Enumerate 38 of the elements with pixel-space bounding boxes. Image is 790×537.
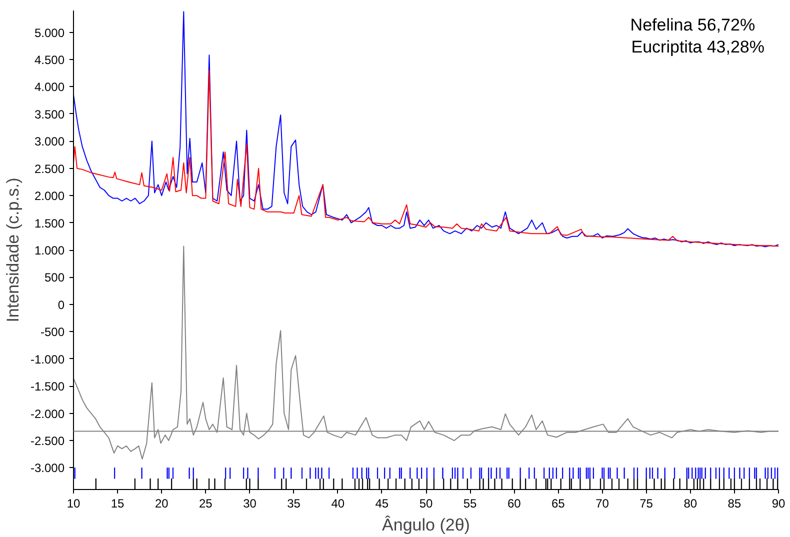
y-tick-label: -1.500 xyxy=(30,380,65,394)
y-tick-label: 1.000 xyxy=(34,244,65,258)
y-tick-label: 0 xyxy=(58,298,65,312)
y-axis-title: Intensidade (c.p.s.) xyxy=(3,178,22,322)
x-tick-label: 85 xyxy=(728,496,742,510)
x-tick-label: 10 xyxy=(66,496,80,510)
x-tick-label: 70 xyxy=(596,496,610,510)
y-tick-label: 1.500 xyxy=(34,216,65,230)
x-tick-label: 20 xyxy=(154,496,169,510)
annotation: Nefelina 56,72% xyxy=(630,16,756,34)
annotation: Eucriptita 43,28% xyxy=(631,38,765,56)
y-tick-label: 5.000 xyxy=(34,26,65,40)
y-tick-label: -2.500 xyxy=(30,434,65,448)
y-tick-label: -3.000 xyxy=(30,461,65,476)
x-tick-label: 55 xyxy=(463,496,478,510)
y-tick-label: 2.500 xyxy=(34,162,65,176)
x-tick-label: 40 xyxy=(331,496,345,510)
y-tick-label: 4.000 xyxy=(34,80,65,94)
y-tick-label: 3.000 xyxy=(34,134,65,149)
x-tick-label: 75 xyxy=(640,496,654,510)
y-tick-label: -500 xyxy=(40,325,65,340)
x-tick-label: 90 xyxy=(772,496,786,510)
y-tick-label: 2.000 xyxy=(34,189,65,204)
y-tick-label: 4.500 xyxy=(34,52,65,67)
y-tick-label: -2.000 xyxy=(30,406,65,421)
x-tick-label: 60 xyxy=(507,496,522,510)
x-tick-label: 25 xyxy=(199,496,213,510)
x-tick-label: 45 xyxy=(375,496,389,510)
x-tick-label: 80 xyxy=(684,496,698,510)
x-tick-label: 65 xyxy=(552,496,566,510)
y-tick-label: 500 xyxy=(44,270,65,285)
x-tick-label: 50 xyxy=(419,496,433,510)
x-tick-label: 35 xyxy=(287,496,301,510)
y-tick-label: -1.000 xyxy=(30,352,65,366)
x-tick-label: 15 xyxy=(110,496,125,510)
y-tick-label: 3.500 xyxy=(34,107,65,122)
x-tick-label: 30 xyxy=(243,496,257,510)
x-axis-title: Ângulo (2θ) xyxy=(382,516,470,534)
